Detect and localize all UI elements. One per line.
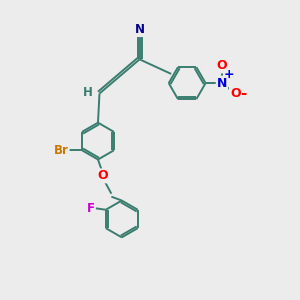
Text: +: + — [224, 68, 234, 81]
Text: O: O — [230, 87, 241, 100]
Text: O: O — [217, 59, 227, 72]
Text: N: N — [217, 76, 227, 90]
Text: Br: Br — [54, 144, 69, 157]
Text: F: F — [87, 202, 95, 215]
Text: O: O — [97, 169, 108, 182]
Text: N: N — [135, 23, 145, 36]
Text: -: - — [240, 86, 247, 101]
Text: H: H — [83, 85, 93, 98]
